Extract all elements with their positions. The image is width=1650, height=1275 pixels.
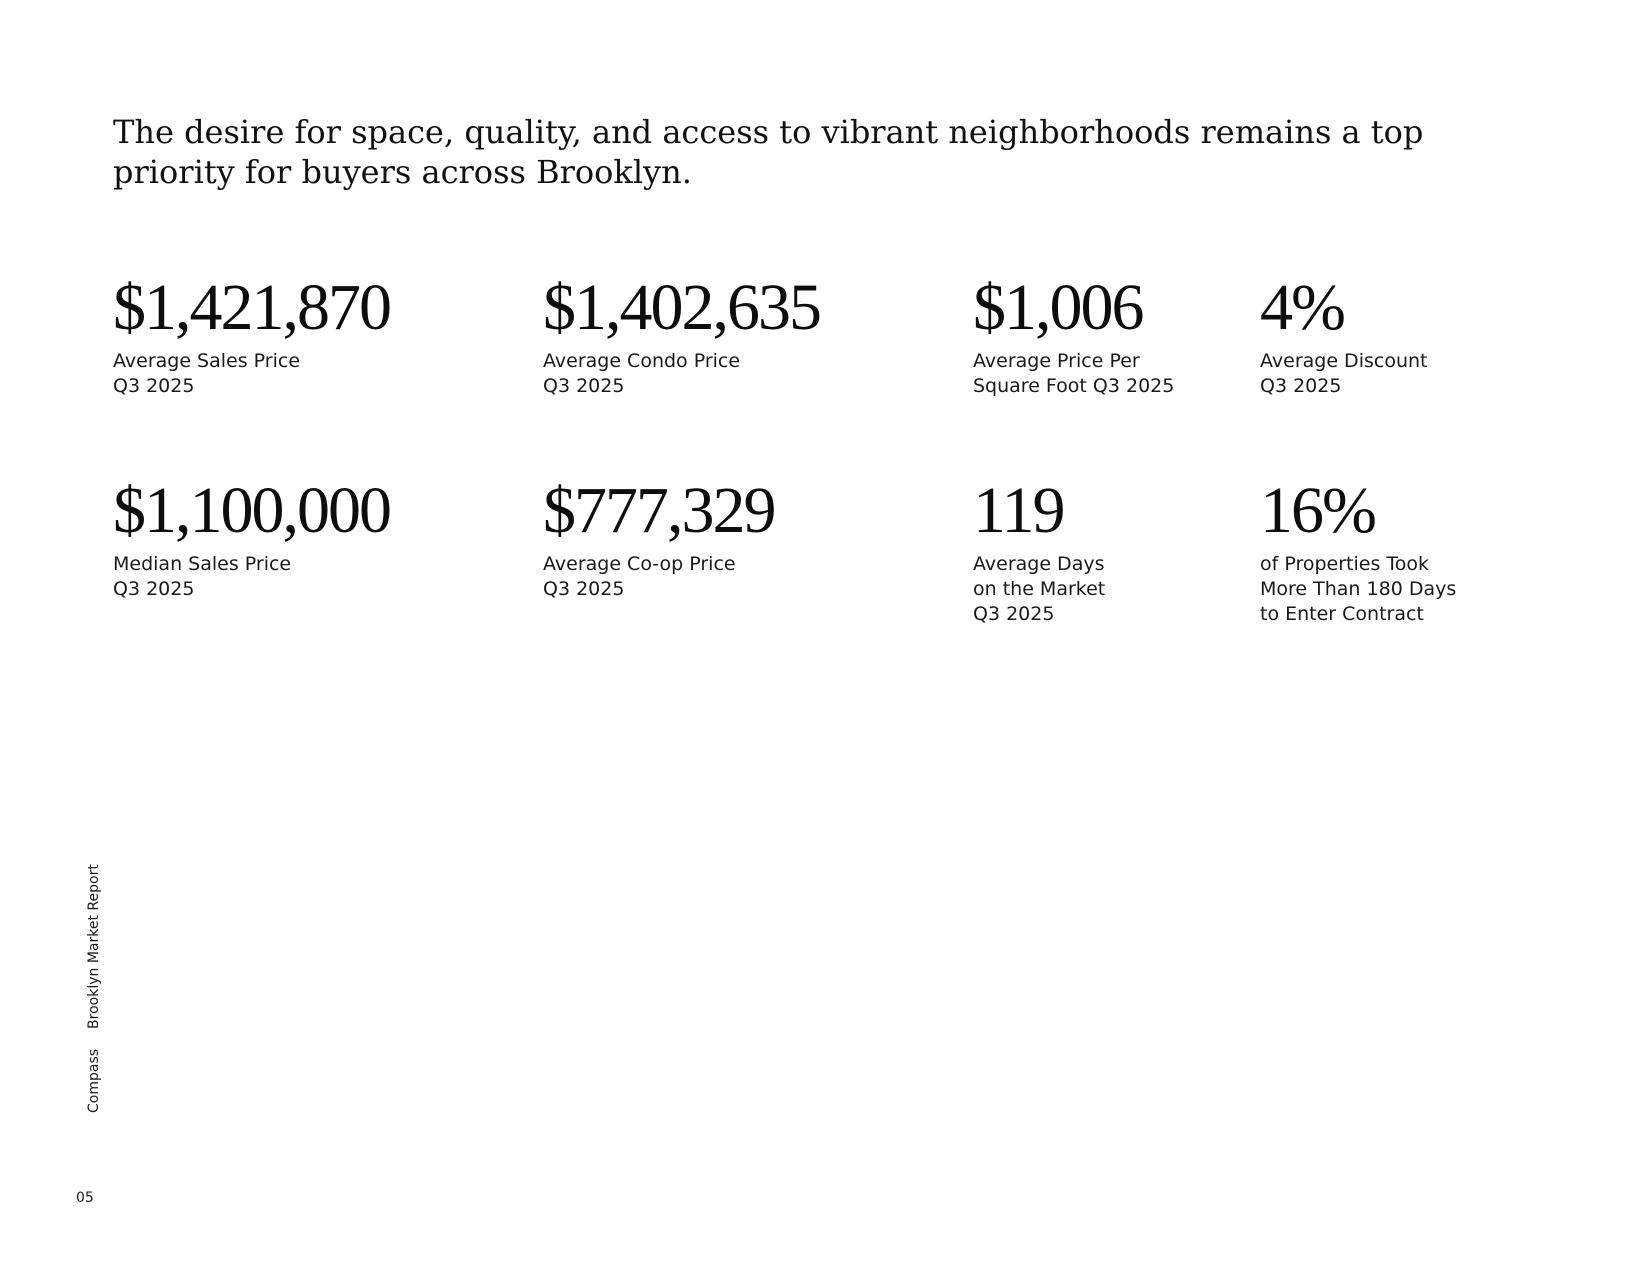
stat-label: Average Days on the Market Q3 2025 (973, 553, 1106, 625)
report-title: Brooklyn Market Report (86, 864, 102, 1029)
stat-label: Average Discount Q3 2025 (1260, 350, 1428, 397)
stat-label: Average Price Per Square Foot Q3 2025 (973, 350, 1175, 397)
stat-average-sales-price: $1,421,870 Average Sales Price Q3 2025 (113, 271, 392, 399)
stat-value: $1,100,000 (113, 474, 392, 547)
stat-value: $1,421,870 (113, 271, 392, 344)
stat-median-sales-price: $1,100,000 Median Sales Price Q3 2025 (113, 474, 392, 602)
page-number: 05 (76, 1190, 94, 1206)
intro-heading: The desire for space, quality, and acces… (113, 113, 1424, 191)
stat-value: 119 (973, 474, 1066, 547)
brand-name: Compass (86, 1048, 102, 1113)
stat-label: Average Condo Price Q3 2025 (543, 350, 741, 397)
stat-value: $1,006 (973, 271, 1145, 344)
footer-side-label: Compass Brooklyn Market Report (86, 864, 102, 1113)
stat-average-condo-price: $1,402,635 Average Condo Price Q3 2025 (543, 271, 822, 399)
stat-label: of Properties Took More Than 180 Days to… (1260, 553, 1457, 625)
stat-label: Average Co-op Price Q3 2025 (543, 553, 736, 600)
stat-average-price-per-square-foot: $1,006 Average Price Per Square Foot Q3 … (973, 275, 1174, 399)
stat-average-days-on-market: 119 Average Days on the Market Q3 2025 (973, 478, 1105, 627)
stat-average-discount: 4% Average Discount Q3 2025 (1260, 275, 1427, 399)
stat-value: $1,402,635 (543, 271, 822, 344)
stat-label: Median Sales Price Q3 2025 (113, 553, 292, 600)
stat-properties-over-180-days: 16% of Properties Took More Than 180 Day… (1260, 478, 1456, 627)
stat-average-coop-price: $777,329 Average Co-op Price Q3 2025 (543, 474, 776, 602)
stat-value: 4% (1260, 271, 1346, 344)
stat-label: Average Sales Price Q3 2025 (113, 350, 301, 397)
stat-value: $777,329 (543, 474, 776, 547)
stat-value: 16% (1260, 474, 1377, 547)
